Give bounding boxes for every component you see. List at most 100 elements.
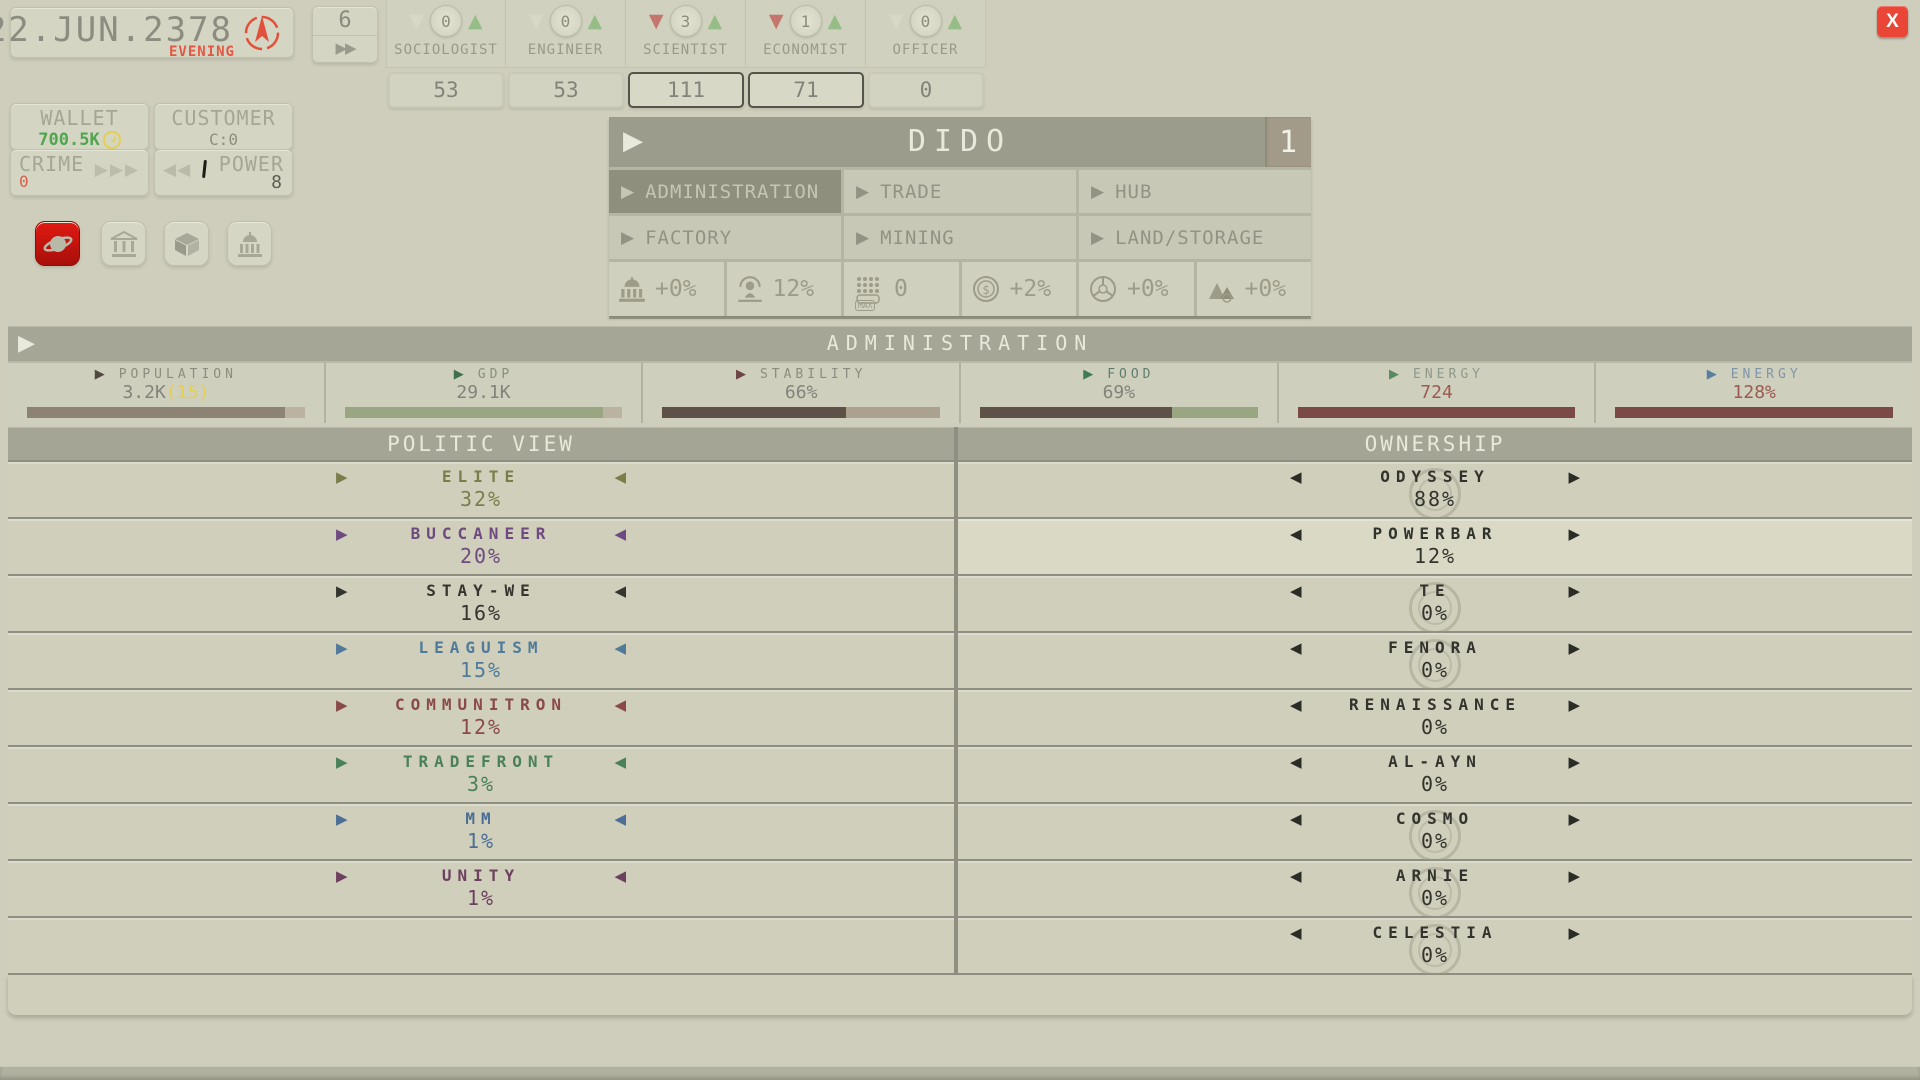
company-name: ARNIE: [1395, 866, 1475, 885]
politic-view-title: POLITIC VIEW: [8, 427, 954, 462]
specialist-count[interactable]: 71: [748, 72, 864, 108]
specialist-count[interactable]: 0: [868, 72, 984, 108]
city-header: ▶ DIDO 1: [609, 117, 1311, 167]
left-arrow[interactable]: ◀: [1290, 923, 1302, 942]
tab-hub[interactable]: ▶ HUB: [1079, 170, 1311, 213]
politic-row-communitron: ▶ COMMUNITRON ◀ 12%: [8, 690, 954, 747]
right-arrow[interactable]: ▶: [336, 524, 348, 543]
tab-factory[interactable]: ▶ FACTORY: [609, 216, 841, 259]
politic-row-buccaneer: ▶ BUCCANEER ◀ 20%: [8, 519, 954, 576]
ownership-row-powerbar: ◀ POWERBAR ▶ 12%: [958, 519, 1912, 576]
power-panel: ◀◀ POWER 8: [154, 149, 293, 196]
increase-button[interactable]: ▲: [707, 10, 723, 32]
power-value: 8: [271, 172, 282, 193]
right-arrow[interactable]: ▶: [1568, 638, 1580, 657]
faction-share: 1%: [466, 829, 496, 853]
tab-label: ADMINISTRATION: [645, 180, 820, 203]
left-arrow[interactable]: ◀: [614, 752, 626, 771]
stat-bar: [1615, 407, 1894, 418]
right-arrow[interactable]: ▶: [1568, 923, 1580, 942]
expand-icon[interactable]: ▶: [94, 367, 105, 382]
right-arrow[interactable]: ▶: [336, 866, 348, 885]
left-arrow[interactable]: ◀: [1290, 866, 1302, 885]
expand-icon[interactable]: ▶: [1389, 367, 1400, 382]
bank-button[interactable]: [101, 221, 146, 266]
power-slider-handle[interactable]: [202, 159, 207, 179]
left-arrow[interactable]: ◀: [614, 638, 626, 657]
left-arrow[interactable]: ◀: [614, 524, 626, 543]
modifier-value: 12%: [772, 276, 815, 302]
right-arrow[interactable]: ▶: [1568, 524, 1580, 543]
modifier-value: +2%: [1009, 276, 1052, 302]
right-arrow[interactable]: ▶: [1568, 695, 1580, 714]
company-name: RENAISSANCE: [1349, 695, 1521, 714]
fast-forward-icon[interactable]: ▶▶▶: [94, 160, 140, 180]
rewind-icon[interactable]: ◀◀: [163, 160, 192, 180]
right-arrow[interactable]: ▶: [1568, 581, 1580, 600]
wallet-value: 700.5K: [38, 130, 100, 150]
increase-button[interactable]: ▲: [587, 10, 603, 32]
decrease-button[interactable]: ▼: [528, 10, 544, 32]
left-arrow[interactable]: ◀: [1290, 581, 1302, 600]
left-arrow[interactable]: ◀: [1290, 809, 1302, 828]
left-arrow[interactable]: ◀: [614, 695, 626, 714]
right-arrow[interactable]: ▶: [336, 638, 348, 657]
left-arrow[interactable]: ◀: [614, 866, 626, 885]
tab-mining[interactable]: ▶ MINING: [844, 216, 1076, 259]
left-arrow[interactable]: ◀: [1290, 638, 1302, 657]
expand-icon[interactable]: ▶: [623, 126, 643, 156]
specialist-count[interactable]: 53: [508, 72, 624, 108]
decrease-button[interactable]: ▼: [648, 10, 664, 32]
right-arrow[interactable]: ▶: [336, 581, 348, 600]
collapse-icon[interactable]: ▶: [18, 331, 35, 356]
section-header: ▶ ADMINISTRATION: [8, 326, 1912, 361]
faction-share: 1%: [466, 886, 496, 910]
increase-button[interactable]: ▲: [947, 10, 963, 32]
left-arrow[interactable]: ◀: [614, 809, 626, 828]
close-button[interactable]: X: [1877, 6, 1908, 37]
tab-label: LAND/STORAGE: [1115, 226, 1265, 249]
crowd-max-icon: [856, 277, 880, 304]
left-arrow[interactable]: ◀: [1290, 467, 1302, 486]
decrease-button[interactable]: ▼: [768, 10, 784, 32]
specialist-count[interactable]: 111: [628, 72, 744, 108]
ownership-title: OWNERSHIP: [958, 427, 1912, 462]
right-arrow[interactable]: ▶: [336, 809, 348, 828]
administration-table: POLITIC VIEW ▶ ELITE ◀ 32% ▶ BUCCANEER ◀: [8, 427, 1912, 976]
expand-icon[interactable]: ▶: [1083, 367, 1094, 382]
expand-icon[interactable]: ▶: [735, 367, 746, 382]
capitol-button[interactable]: [227, 221, 272, 266]
left-arrow[interactable]: ◀: [1290, 752, 1302, 771]
left-arrow[interactable]: ◀: [1290, 524, 1302, 543]
right-arrow[interactable]: ▶: [1568, 467, 1580, 486]
decrease-button[interactable]: ▼: [888, 10, 904, 32]
right-arrow[interactable]: ▶: [336, 467, 348, 486]
expand-icon[interactable]: ▶: [1706, 367, 1717, 382]
right-arrow[interactable]: ▶: [336, 695, 348, 714]
faction-name: STAY-WE: [426, 581, 536, 600]
left-arrow[interactable]: ◀: [1290, 695, 1302, 714]
left-arrow[interactable]: ◀: [614, 581, 626, 600]
company-share: 88%: [1413, 487, 1457, 511]
planet-button[interactable]: [35, 221, 80, 266]
tab-trade[interactable]: ▶ TRADE: [844, 170, 1076, 213]
right-arrow[interactable]: ▶: [1568, 809, 1580, 828]
play-icon: ▶: [856, 227, 871, 248]
expand-icon[interactable]: ▶: [453, 367, 464, 382]
stat-label: GDP: [477, 367, 514, 382]
right-arrow[interactable]: ▶: [336, 752, 348, 771]
specialist-count[interactable]: 53: [388, 72, 504, 108]
decrease-button[interactable]: ▼: [409, 10, 424, 32]
right-arrow[interactable]: ▶: [1568, 866, 1580, 885]
tab-label: MINING: [880, 226, 955, 249]
right-arrow[interactable]: ▶: [1568, 752, 1580, 771]
coin-icon: $: [972, 276, 999, 302]
tab-land-storage[interactable]: ▶ LAND/STORAGE: [1079, 216, 1311, 259]
tab-administration[interactable]: ▶ ADMINISTRATION: [609, 170, 841, 213]
left-arrow[interactable]: ◀: [614, 467, 626, 486]
storage-button[interactable]: [164, 221, 209, 266]
increase-button[interactable]: ▲: [468, 10, 483, 32]
wallet-label: WALLET: [40, 106, 119, 130]
increase-button[interactable]: ▲: [827, 10, 843, 32]
fast-forward-button[interactable]: ▶▶: [335, 39, 356, 57]
